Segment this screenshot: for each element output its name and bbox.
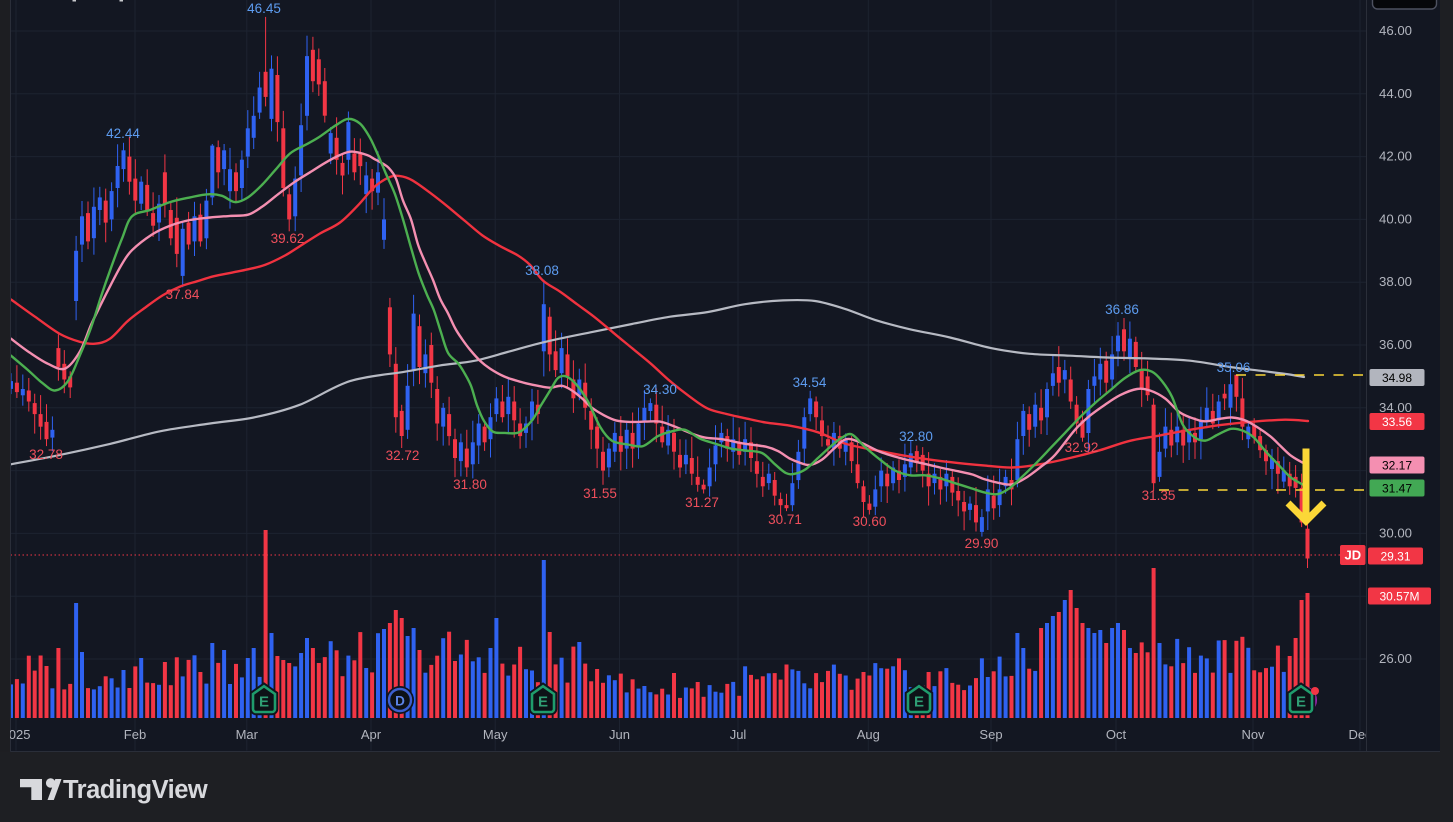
svg-text:36.00: 36.00 (1379, 337, 1412, 352)
svg-text:31.55: 31.55 (583, 486, 617, 501)
svg-text:E: E (259, 694, 269, 711)
svg-text:30.57M: 30.57M (1379, 589, 1419, 603)
svg-text:46.00: 46.00 (1379, 23, 1412, 38)
svg-text:39.62: 39.62 (271, 231, 305, 246)
svg-text:Aug: Aug (857, 727, 880, 742)
svg-text:JD: JD (1344, 548, 1361, 563)
svg-text:46.45: 46.45 (247, 1, 281, 16)
svg-text:30.71: 30.71 (768, 512, 802, 527)
svg-text:34.98: 34.98 (1382, 371, 1412, 385)
svg-text:34.30: 34.30 (643, 382, 677, 397)
svg-text:34.54: 34.54 (793, 375, 827, 390)
svg-text:36.86: 36.86 (1105, 302, 1139, 317)
svg-text:38.00: 38.00 (1379, 274, 1412, 289)
svg-text:Jun: Jun (609, 727, 630, 742)
svg-text:31.35: 31.35 (1142, 488, 1176, 503)
svg-text:37.84: 37.84 (166, 287, 200, 302)
svg-text:30.00: 30.00 (1379, 525, 1412, 540)
svg-text:E: E (1296, 694, 1306, 711)
svg-text:May: May (483, 727, 508, 742)
svg-text:44.00: 44.00 (1379, 86, 1412, 101)
svg-text:Dec: Dec (1348, 727, 1372, 742)
svg-text:35.06: 35.06 (1217, 360, 1251, 375)
svg-text:29.31: 29.31 (1380, 549, 1410, 563)
svg-text:Mar: Mar (236, 727, 259, 742)
svg-text:Oct: Oct (1106, 727, 1127, 742)
svg-text:42.00: 42.00 (1379, 149, 1412, 164)
svg-text:30.60: 30.60 (853, 514, 887, 529)
svg-text:Sep: Sep (979, 727, 1002, 742)
svg-text:Feb: Feb (124, 727, 146, 742)
svg-text:Nov: Nov (1241, 727, 1265, 742)
svg-text:32.17: 32.17 (1382, 458, 1412, 472)
svg-text:38.08: 38.08 (525, 263, 559, 278)
svg-text:E: E (538, 694, 548, 711)
svg-text:42.44: 42.44 (106, 126, 140, 141)
svg-text:32.78: 32.78 (29, 447, 63, 462)
svg-text:40.00: 40.00 (1379, 211, 1412, 226)
svg-text:26.00: 26.00 (1379, 651, 1412, 666)
svg-text:D: D (395, 694, 405, 709)
svg-text:31.27: 31.27 (685, 495, 719, 510)
svg-text:31.47: 31.47 (1382, 481, 1412, 495)
svg-text:Apr: Apr (361, 727, 382, 742)
svg-text:E: E (914, 694, 924, 711)
svg-text:32.92: 32.92 (1065, 440, 1099, 455)
svg-text:29.90: 29.90 (965, 536, 999, 551)
svg-text:34.00: 34.00 (1379, 400, 1412, 415)
svg-text:TradingView: TradingView (63, 776, 208, 804)
svg-text:31.80: 31.80 (453, 477, 487, 492)
svg-text:32.80: 32.80 (899, 429, 933, 444)
svg-text:33.56: 33.56 (1382, 415, 1412, 429)
svg-text:Jul: Jul (730, 727, 747, 742)
svg-text:32.72: 32.72 (386, 448, 420, 463)
